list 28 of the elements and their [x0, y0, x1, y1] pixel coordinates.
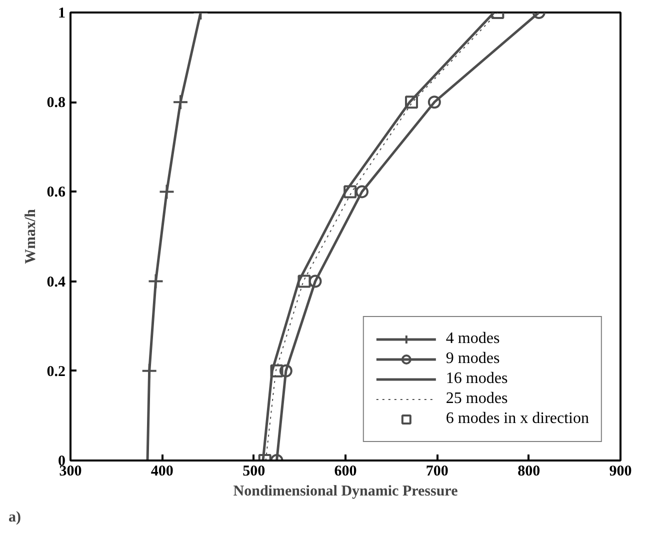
y-tick-label: 0.4: [46, 274, 66, 290]
legend-label: 6 modes in x direction: [446, 410, 589, 428]
y-tick-label: 0.8: [46, 95, 66, 112]
point: [298, 274, 311, 288]
text: a): [8, 510, 21, 526]
point: [279, 364, 292, 378]
point: [158, 184, 175, 200]
y-tick-label: 0.2: [46, 364, 66, 380]
point: [270, 364, 284, 378]
legend-label: 25 modes: [446, 390, 508, 408]
x-tick-label: 400: [150, 464, 174, 480]
y-tick-label: 0.6: [46, 184, 66, 201]
x-tick-label: 700: [426, 464, 448, 480]
x-axis-title: Nondimensional Dynamic Pressure: [233, 484, 458, 500]
x-tick-label: 800: [518, 464, 540, 480]
legend-label: 4 modes: [446, 330, 500, 348]
point: [356, 185, 368, 198]
point: [141, 362, 158, 379]
legend-label: 9 modes: [446, 350, 500, 368]
point: [344, 185, 357, 198]
x-tick-label: 500: [242, 464, 266, 480]
x-tick-label: 900: [609, 464, 632, 480]
y-tick-label: 1: [58, 6, 66, 22]
legend-label: 16 modes: [446, 370, 508, 388]
y-axis-title: Wmax/h: [22, 208, 39, 264]
point: [308, 274, 322, 288]
point: [148, 273, 164, 290]
x-tick-label: 600: [334, 464, 357, 480]
